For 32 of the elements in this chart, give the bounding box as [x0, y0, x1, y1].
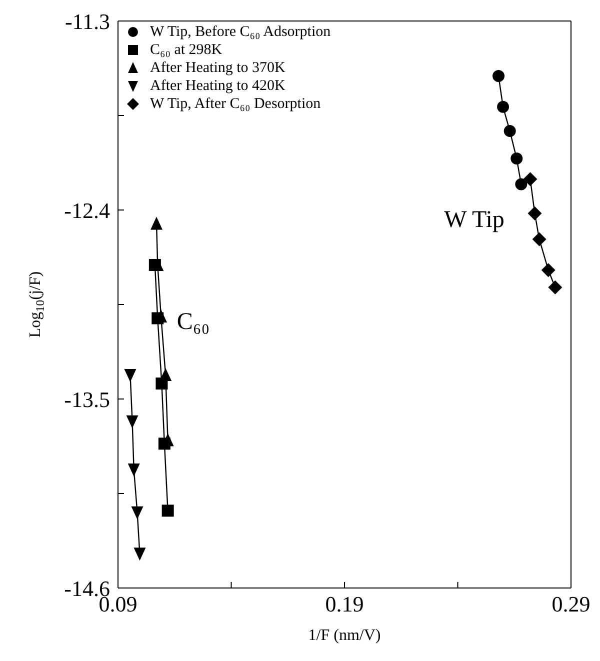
legend-label: W Tip, Before C₆₀ Adsorption [150, 23, 331, 41]
point [131, 506, 144, 520]
point [532, 232, 546, 246]
point [504, 124, 516, 137]
point [128, 463, 140, 476]
x-axis-title: 1/F (nm/V) [308, 627, 381, 644]
point [497, 100, 510, 113]
point [160, 368, 172, 381]
annotation: W Tip [444, 207, 504, 234]
x-tick-label: 0.19 [325, 592, 364, 617]
point [523, 172, 538, 186]
point [528, 206, 542, 220]
point [162, 504, 174, 517]
point [492, 70, 505, 82]
y-tick-label: -11.3 [64, 8, 110, 34]
point [548, 280, 562, 294]
point [510, 152, 523, 164]
y-tick-label: -13.5 [64, 386, 110, 412]
point [134, 548, 146, 561]
legend-label: After Heating to 370K [150, 59, 286, 77]
point [126, 415, 138, 428]
point [541, 263, 556, 278]
legend-label: C₆₀ at 298K [150, 41, 222, 59]
legend-label: After Heating to 420K [150, 77, 286, 95]
point [152, 258, 164, 271]
y-tick-label: -12.4 [64, 198, 110, 223]
point [150, 216, 163, 230]
point [515, 178, 528, 190]
x-tick-label: 0.29 [552, 592, 590, 617]
annotation: C₆₀ [176, 309, 210, 336]
point [124, 368, 136, 382]
legend-label: W Tip, After C₆₀ Desorption [150, 95, 321, 113]
